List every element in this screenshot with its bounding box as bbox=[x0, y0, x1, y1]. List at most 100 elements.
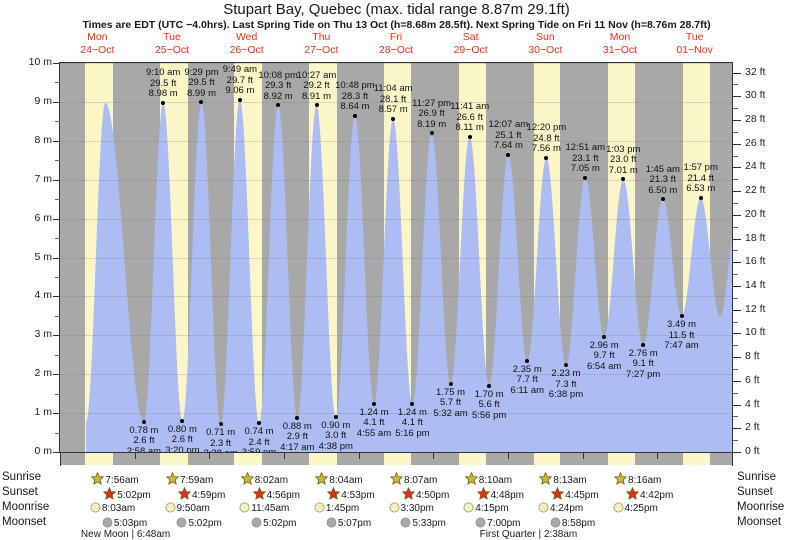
sunrise-entry-0: 7:56am bbox=[91, 472, 139, 486]
high-tide-label-6-line: 8.57 m bbox=[378, 104, 408, 116]
y-axis-feet-label-2: 2 ft bbox=[745, 421, 760, 434]
x-axis-day-tick-5 bbox=[433, 453, 435, 459]
y-axis-meters-label-0: 0 m bbox=[34, 445, 52, 457]
gridline-4m bbox=[60, 296, 732, 298]
x-axis-day-tick-3 bbox=[284, 453, 285, 459]
high-tide-label-0-line: 8.98 m bbox=[148, 88, 178, 100]
y-axis-feet-tick-22 bbox=[733, 191, 741, 193]
moonset-circle-icon bbox=[251, 517, 263, 529]
day-header-0: Mon 24−Oct bbox=[60, 31, 135, 57]
high-tide-label-7-line: 26.9 ft bbox=[418, 108, 445, 120]
low-tide-label-3: 0.74 m2.4 ft3:59 pm bbox=[231, 427, 287, 452]
high-tide-label-4-line: 10:27 am bbox=[296, 69, 337, 81]
high-tide-dot-3 bbox=[276, 103, 281, 107]
high-tide-label-2-line: 9:49 am bbox=[222, 64, 258, 76]
y-axis-meters-minortick bbox=[55, 160, 60, 162]
high-tide-label-9-line: 12:07 am bbox=[488, 119, 529, 131]
low-tide-label-9-line: 5.6 ft bbox=[478, 399, 500, 411]
moonset-entry-4: 5:33pm bbox=[400, 517, 446, 529]
x-axis-day-tick-0 bbox=[60, 453, 61, 466]
high-tide-label-11-line: 23.1 ft bbox=[572, 152, 599, 164]
high-tide-label-8-line: 11:41 am bbox=[450, 101, 490, 113]
high-tide-label-11-line: 12:51 am bbox=[565, 142, 606, 154]
y-axis-feet-label-22: 22 ft bbox=[745, 184, 766, 197]
low-tide-dot-12 bbox=[602, 334, 607, 339]
row-label-sunrise-left: Sunrise bbox=[2, 471, 41, 483]
low-tide-label-2-line: 2.3 ft bbox=[210, 437, 232, 449]
moonset-circle-icon bbox=[475, 517, 487, 529]
sunset-entry-6: 4:45pm bbox=[551, 487, 599, 501]
gridline-2m bbox=[60, 374, 732, 376]
sunrise-entry-2: 8:02am bbox=[240, 472, 288, 486]
low-tide-label-11-line: 7.3 ft bbox=[555, 378, 577, 390]
low-tide-dot-13 bbox=[641, 342, 646, 347]
high-tide-dot-5 bbox=[352, 113, 357, 118]
low-tide-label-11-line: 2.23 m bbox=[551, 368, 581, 380]
low-tide-label-3-line: 3:59 pm bbox=[231, 448, 287, 452]
high-tide-label-3-line: 29.3 ft bbox=[264, 80, 292, 91]
moon-phase-0: New Moon | 6:48am bbox=[81, 529, 170, 540]
sunrise-star-icon bbox=[91, 472, 105, 486]
high-tide-dot-8 bbox=[467, 134, 472, 139]
moonset-time: 5:03pm bbox=[113, 518, 148, 529]
moon-phase-1: First Quarter | 2:38am bbox=[480, 529, 578, 540]
day-header-weekday: Fri bbox=[389, 31, 403, 43]
moonrise-time: 3:30pm bbox=[400, 503, 434, 514]
moonset-entry-1: 5:02pm bbox=[176, 517, 222, 529]
sunset-time: 5:02pm bbox=[117, 490, 151, 501]
bottom-daylight-band-6 bbox=[533, 453, 561, 465]
y-axis-feet-minortick bbox=[733, 416, 738, 418]
low-tide-label-4-line: 0.88 m bbox=[282, 420, 312, 432]
low-tide-label-12-line: 9.7 ft bbox=[593, 350, 615, 362]
high-tide-dot-12 bbox=[621, 177, 626, 182]
low-tide-label-2-line: 0.71 m bbox=[206, 427, 236, 439]
high-tide-dot-0 bbox=[161, 100, 166, 105]
y-axis-feet-label-12: 12 ft bbox=[745, 302, 766, 315]
y-axis-meters-label-3: 3 m bbox=[34, 328, 52, 341]
low-tide-label-8-line: 5:32 am bbox=[433, 407, 468, 419]
low-tide-label-13-line: 2.76 m bbox=[628, 347, 658, 359]
moon-phase-time: 2:38am bbox=[543, 529, 578, 540]
high-tide-label-5: 10:48 pm 28.3 ft 8.64 m bbox=[327, 81, 383, 113]
low-tide-label-7-line: 1.24 m bbox=[397, 406, 427, 418]
low-tide-label-6-line: 4.1 ft bbox=[363, 417, 385, 429]
day-header-date: 25−Oct bbox=[154, 44, 190, 56]
high-tide-dot-4 bbox=[314, 103, 319, 108]
x-axis-day-tick-7 bbox=[582, 453, 584, 459]
high-tide-label-6: 11:04 am 28.1 ft 8.57 m bbox=[365, 84, 421, 116]
sunset-entry-7: 4:42pm bbox=[626, 487, 673, 501]
low-tide-dot-6 bbox=[371, 401, 376, 406]
low-tide-label-3-line: 0.74 m bbox=[244, 426, 274, 438]
bottom-daylight-band-8 bbox=[682, 453, 710, 465]
day-header-weekday: Wed bbox=[235, 31, 258, 43]
low-tide-label-13-line: 9.1 ft bbox=[632, 358, 654, 370]
x-axis-day-tick-6 bbox=[508, 453, 509, 459]
moonrise-entry-4: 3:30pm bbox=[389, 502, 434, 514]
y-axis-feet-minortick bbox=[733, 345, 738, 347]
high-tide-dot-13 bbox=[660, 197, 665, 202]
low-tide-dot-11 bbox=[563, 363, 568, 368]
day-header-row: Mon 24−Oct Tue 25−Oct Wed 26−Oct Thu 27−Oct Fri 2… bbox=[60, 31, 732, 59]
high-tide-label-4: 10:27 am 29.2 ft 8.91 m bbox=[289, 69, 345, 103]
low-tide-dot-1 bbox=[180, 418, 185, 423]
low-tide-label-8-line: 5.7 ft bbox=[439, 397, 462, 409]
sunset-star-icon bbox=[178, 487, 192, 501]
y-axis-feet-tick-10 bbox=[733, 333, 741, 335]
high-tide-label-3-line: 8.92 m bbox=[263, 90, 293, 102]
day-header-8: Tue 01−Nov bbox=[657, 31, 732, 57]
low-tide-dot-0 bbox=[141, 419, 146, 424]
y-axis-meters-label-10: 10 m bbox=[28, 56, 52, 68]
low-tide-label-10-line: 7.7 ft bbox=[516, 374, 538, 386]
moonset-circle-icon bbox=[176, 517, 188, 529]
low-tide-label-7-line: 5:16 pm bbox=[395, 427, 430, 439]
low-tide-label-4-line: 2.9 ft bbox=[286, 431, 308, 443]
row-label-sunrise-right: Sunrise bbox=[737, 471, 776, 483]
low-tide-label-10-line: 2.35 m bbox=[512, 363, 542, 375]
y-axis-meters-minortick bbox=[55, 238, 60, 240]
y-axis-feet-minortick bbox=[733, 203, 738, 204]
moonrise-time: 4:15pm bbox=[475, 503, 509, 514]
y-axis-feet-tick-28 bbox=[733, 120, 741, 121]
y-axis-feet-minortick bbox=[733, 440, 738, 442]
sunrise-star-icon bbox=[390, 472, 404, 486]
y-axis-feet-label-6: 6 ft bbox=[745, 373, 760, 386]
